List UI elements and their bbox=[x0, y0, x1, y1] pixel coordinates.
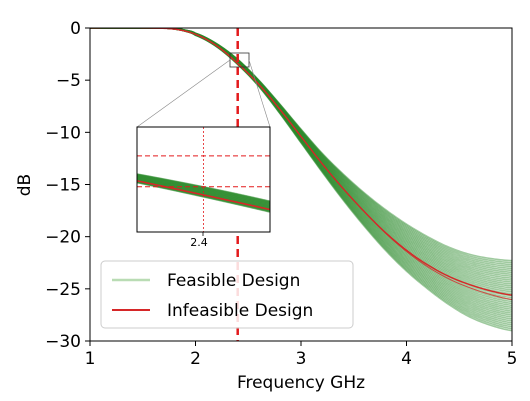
feasible-design-curve bbox=[90, 28, 512, 318]
feasible-design-curve bbox=[90, 28, 512, 289]
feasible-design-curve bbox=[90, 28, 512, 322]
feasible-design-curve bbox=[90, 28, 512, 266]
y-tick-label: −25 bbox=[45, 280, 81, 300]
feasible-design-curve bbox=[90, 28, 512, 326]
x-tick-label: 1 bbox=[85, 349, 96, 369]
feasible-design-curve bbox=[90, 28, 512, 287]
feasible-design-curve bbox=[90, 28, 512, 311]
feasible-design-curve bbox=[90, 28, 512, 283]
y-tick-label: 0 bbox=[70, 19, 81, 39]
feasible-design-curve bbox=[90, 28, 512, 270]
inset-x-tick-label: 2.4 bbox=[190, 236, 208, 249]
inset-infeasible-curve bbox=[137, 180, 270, 211]
feasible-design-curve bbox=[90, 28, 512, 264]
feasible-design-curve bbox=[90, 28, 512, 314]
x-tick-label: 3 bbox=[296, 349, 307, 369]
feasible-design-curve bbox=[90, 28, 512, 316]
legend-box bbox=[100, 260, 354, 329]
feasible-design-curve bbox=[90, 28, 512, 324]
y-tick-label: −15 bbox=[45, 176, 81, 196]
inset-zoom-plot bbox=[137, 127, 270, 232]
x-tick-label: 2 bbox=[190, 349, 201, 369]
feasible-design-curve bbox=[90, 28, 512, 262]
feasible-design-curve bbox=[90, 28, 512, 285]
y-tick-label: −20 bbox=[45, 228, 81, 248]
feasible-design-curve bbox=[90, 28, 512, 307]
feasible-design-curve bbox=[90, 28, 512, 274]
y-tick-label: −5 bbox=[56, 71, 81, 91]
legend-label-feasible: Feasible Design bbox=[167, 271, 300, 291]
feasible-design-curve bbox=[90, 28, 512, 312]
plot-area bbox=[90, 28, 512, 341]
feasible-design-curve bbox=[90, 28, 512, 328]
feasible-design-curve bbox=[90, 28, 512, 293]
feasible-design-curve bbox=[90, 28, 512, 279]
feasible-design-curve bbox=[90, 28, 512, 272]
y-tick-label: −30 bbox=[45, 332, 81, 352]
x-axis-ticks: 1 2 3 4 5 bbox=[85, 341, 518, 369]
feasible-design-curve bbox=[90, 28, 512, 330]
zoom-connector-left bbox=[136, 59, 231, 128]
x-axis-label: Frequency GHz bbox=[237, 373, 365, 393]
legend: Feasible Design Infeasible Design bbox=[100, 260, 354, 329]
x-tick-label: 4 bbox=[401, 349, 412, 369]
feasible-design-curve bbox=[90, 28, 512, 332]
feasible-design-curve bbox=[90, 28, 512, 281]
zoom-connector-right bbox=[248, 59, 271, 128]
y-axis-label: dB bbox=[15, 174, 35, 196]
feasible-design-curve bbox=[90, 28, 512, 309]
y-axis-ticks: 0 −5 −10 −15 −20 −25 −30 bbox=[45, 19, 90, 352]
feasible-design-curve bbox=[90, 28, 512, 276]
feasible-design-curve bbox=[90, 28, 512, 291]
y-tick-label: −10 bbox=[45, 123, 81, 143]
feasible-design-curve bbox=[90, 28, 512, 277]
inset-frame bbox=[136, 126, 271, 233]
feasible-design-curve bbox=[90, 28, 512, 268]
x-tick-label: 5 bbox=[507, 349, 518, 369]
legend-label-infeasible: Infeasible Design bbox=[167, 301, 313, 321]
feasible-design-curve bbox=[90, 28, 512, 320]
